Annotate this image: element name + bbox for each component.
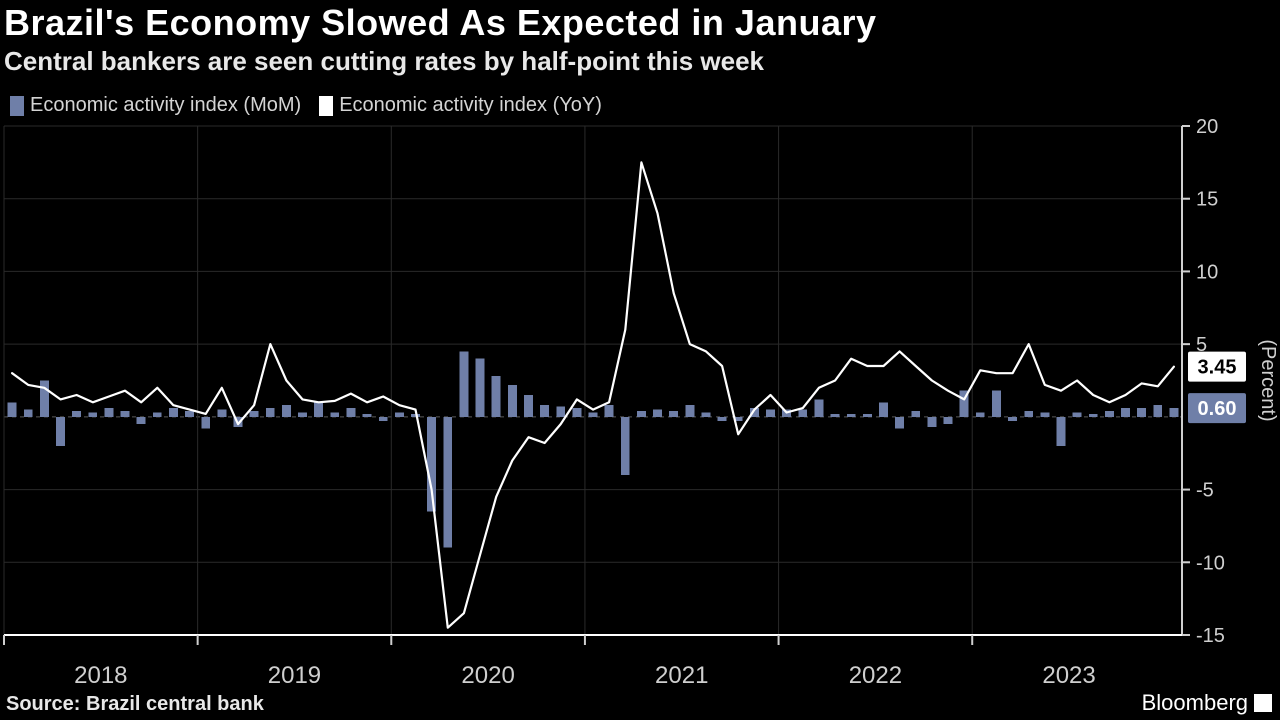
svg-text:-5: -5 — [1196, 480, 1214, 502]
bar-mom — [8, 402, 17, 417]
svg-text:10: 10 — [1196, 261, 1218, 283]
bar-mom — [1169, 408, 1178, 417]
svg-text:2021: 2021 — [655, 662, 708, 689]
bar-mom — [572, 408, 581, 417]
bar-mom — [863, 414, 872, 417]
svg-text:2018: 2018 — [74, 662, 127, 689]
bar-mom — [266, 408, 275, 417]
bar-mom — [992, 391, 1001, 417]
bar-mom — [395, 412, 404, 416]
bar-mom — [1040, 412, 1049, 416]
bar-mom — [653, 410, 662, 417]
svg-text:-15: -15 — [1196, 625, 1225, 647]
svg-text:(Percent): (Percent) — [1257, 339, 1279, 421]
svg-text:15: 15 — [1196, 189, 1218, 211]
chart-plot: -15-10-55101520201820192020202120222023(… — [0, 0, 1280, 720]
bar-mom — [879, 402, 888, 417]
bar-mom — [895, 417, 904, 429]
bar-mom — [459, 351, 468, 416]
svg-text:2019: 2019 — [268, 662, 321, 689]
bar-mom — [508, 385, 517, 417]
bar-mom — [363, 414, 372, 417]
bar-mom — [911, 411, 920, 417]
bar-mom — [524, 395, 533, 417]
bar-mom — [137, 417, 146, 424]
bar-mom — [185, 411, 194, 417]
bar-mom — [927, 417, 936, 427]
bar-mom — [40, 381, 49, 417]
bar-mom — [976, 412, 985, 416]
bar-mom — [1089, 414, 1098, 417]
source-text: Source: Brazil central bank — [6, 693, 264, 716]
bar-mom — [621, 417, 630, 475]
bar-mom — [798, 410, 807, 417]
bar-mom — [379, 417, 388, 421]
svg-text:20: 20 — [1196, 116, 1218, 138]
bar-mom — [1137, 408, 1146, 417]
bar-mom — [443, 417, 452, 548]
bar-mom — [72, 411, 81, 417]
bar-mom — [347, 408, 356, 417]
bar-mom — [298, 412, 307, 416]
bar-mom — [702, 412, 711, 416]
bar-mom — [169, 408, 178, 417]
bar-mom — [476, 359, 485, 417]
svg-text:0.60: 0.60 — [1198, 398, 1237, 420]
bar-mom — [201, 417, 210, 429]
bar-mom — [492, 376, 501, 417]
bar-mom — [1024, 411, 1033, 417]
bar-mom — [1153, 405, 1162, 417]
bar-mom — [685, 405, 694, 417]
bar-mom — [831, 414, 840, 417]
bar-mom — [217, 410, 226, 417]
svg-text:3.45: 3.45 — [1198, 357, 1237, 379]
bar-mom — [605, 405, 614, 417]
bar-mom — [1073, 412, 1082, 416]
bar-mom — [56, 417, 65, 446]
bar-mom — [88, 412, 97, 416]
bar-mom — [153, 412, 162, 416]
bar-mom — [282, 405, 291, 417]
bar-mom — [814, 399, 823, 416]
bar-mom — [637, 411, 646, 417]
bar-mom — [556, 407, 565, 417]
bar-mom — [250, 411, 259, 417]
chart-card: Brazil's Economy Slowed As Expected in J… — [0, 0, 1280, 720]
bar-mom — [766, 410, 775, 417]
bar-mom — [944, 417, 953, 424]
bar-mom — [24, 410, 33, 417]
svg-text:2022: 2022 — [849, 662, 902, 689]
svg-text:-10: -10 — [1196, 552, 1225, 574]
svg-text:2020: 2020 — [461, 662, 514, 689]
bar-mom — [1105, 411, 1114, 417]
bar-mom — [540, 405, 549, 417]
bar-mom — [669, 411, 678, 417]
bar-mom — [330, 412, 339, 416]
bar-mom — [314, 402, 323, 417]
brand-text: Bloomberg — [1142, 690, 1248, 716]
brand-tile-icon — [1254, 694, 1272, 712]
brand: Bloomberg — [1142, 690, 1272, 716]
bar-mom — [1008, 417, 1017, 421]
bar-mom — [1121, 408, 1130, 417]
bar-mom — [121, 411, 130, 417]
bar-mom — [718, 417, 727, 421]
bar-mom — [589, 412, 598, 416]
svg-text:2023: 2023 — [1042, 662, 1095, 689]
bar-mom — [104, 408, 113, 417]
bar-mom — [847, 414, 856, 417]
bar-mom — [1057, 417, 1066, 446]
